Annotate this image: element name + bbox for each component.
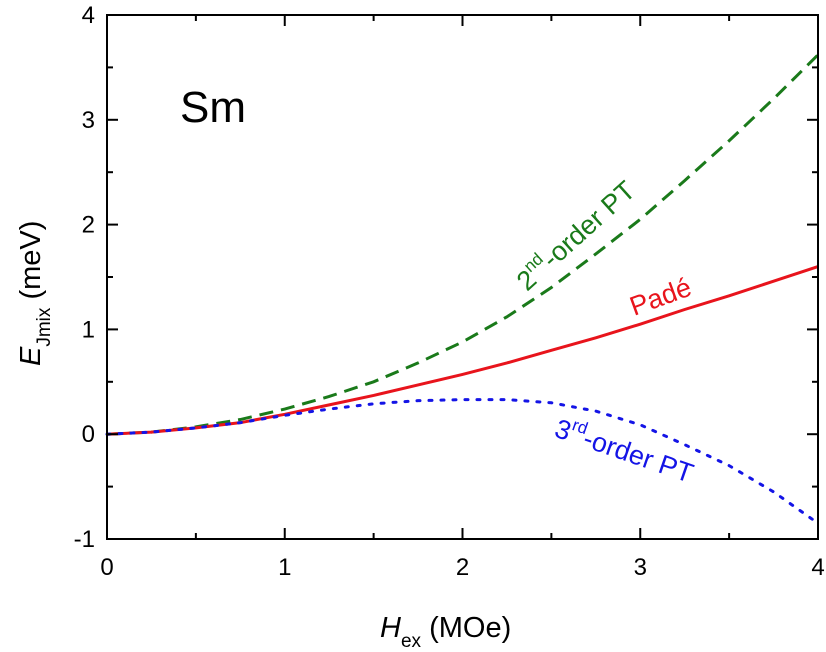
x-tick-label: 0 [100, 554, 113, 581]
panel-label: Sm [180, 83, 246, 132]
annotation-3rd-order: 3rd-order PT [551, 410, 698, 488]
y-tick-label: 4 [82, 2, 95, 29]
curves-layer [105, 53, 820, 525]
annotation-pade: Padé [626, 272, 696, 322]
x-axis-label-unit: (MOe) [421, 612, 511, 644]
y-axis-label: EJmix (meV) [15, 221, 55, 366]
x-tick-label: 2 [456, 554, 469, 581]
x-tick-label: 1 [278, 554, 291, 581]
annotation-3rd-order-rest: -order PT [580, 423, 698, 488]
x-axis-label-main: H [380, 612, 401, 644]
y-tick-label: 2 [82, 212, 95, 239]
annotation-2nd-order-rest: -order PT [536, 175, 641, 274]
y-axis-label-main: E [15, 346, 47, 366]
x-tick-label: 3 [634, 554, 647, 581]
x-tick-label: 4 [811, 554, 824, 581]
y-axis-label-sub: Jmix [34, 307, 55, 347]
x-axis-label-sub: ex [401, 631, 422, 652]
y-tick-label: 3 [82, 107, 95, 134]
y-tick-label: 1 [82, 316, 95, 343]
x-axis-label: Hex (MOe) [380, 612, 511, 652]
y-axis-label-unit: (meV) [15, 221, 47, 308]
series-line-2nd-order-pt [106, 53, 820, 436]
y-tick-label: -1 [74, 526, 95, 553]
series-line-3rd-order-pt [105, 398, 820, 525]
annotation-3rd-order-sup: rd [570, 415, 590, 438]
y-tick-label: 0 [82, 421, 95, 448]
series-line-pad [106, 265, 819, 436]
